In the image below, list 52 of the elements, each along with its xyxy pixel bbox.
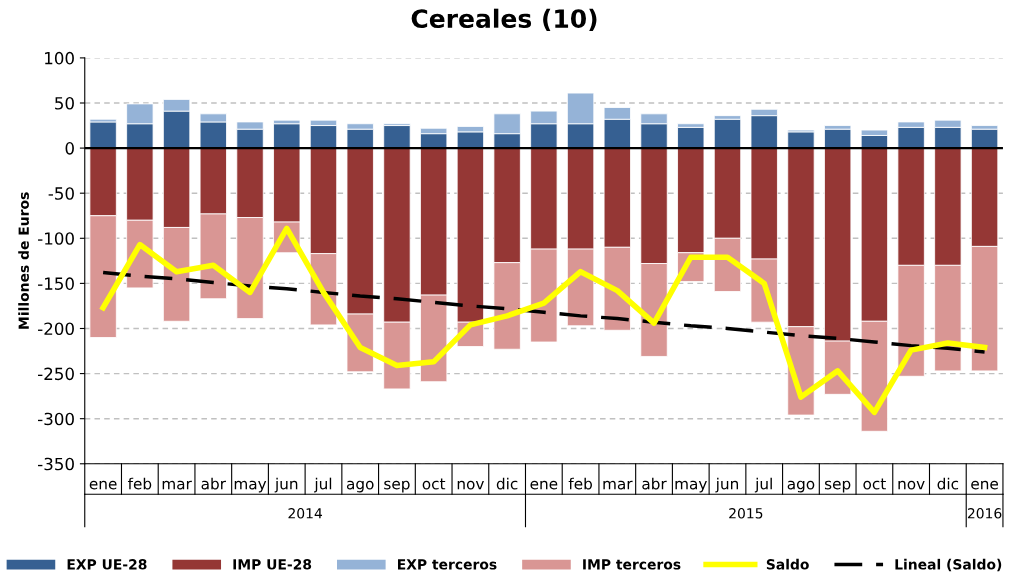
bar <box>273 123 301 149</box>
text: 2016 <box>967 508 1002 519</box>
x-tick-label: abr <box>642 477 667 490</box>
x-tick-label: mar <box>162 480 192 490</box>
y-tick-label: -100 <box>38 232 74 245</box>
x-tick-label: abr <box>201 477 226 490</box>
text: 2014 <box>288 508 323 519</box>
x-tick-label: ene <box>971 480 999 490</box>
x-tick-label: ene <box>530 480 558 490</box>
chart-title: Cereales (10) <box>411 8 597 31</box>
legend-label: EXP terceros <box>398 559 497 570</box>
legend-label: EXP UE-28 <box>67 559 147 570</box>
bar <box>89 121 117 149</box>
x-tick-label: feb <box>127 477 152 490</box>
bar <box>677 126 705 149</box>
line-series <box>101 270 987 354</box>
x-tick-label: sep <box>384 480 410 493</box>
x-tick-label: sep <box>824 480 851 493</box>
legend-label: IMP UE-28 <box>233 559 312 570</box>
y-tick-label: 50 <box>55 96 74 110</box>
y-tick-label: 100 <box>45 51 74 65</box>
y-axis-title: Millones de Euros <box>18 192 29 329</box>
x-tick-label: jul <box>754 477 772 493</box>
y-tick-label: -150 <box>38 277 74 290</box>
bar <box>713 118 742 149</box>
x-tick-label: ago <box>346 480 374 493</box>
x-tick-label: mar <box>603 480 633 490</box>
x-tick-label: jul <box>314 477 332 493</box>
x-tick-label: dic <box>937 477 959 490</box>
text: 2015 <box>729 508 763 519</box>
x-tick-label: may <box>234 480 267 493</box>
x-tick-label: feb <box>568 477 592 490</box>
x-tick-label: jun <box>274 477 298 493</box>
legend-label: Saldo <box>766 558 809 570</box>
bar <box>383 125 411 149</box>
x-tick-label: oct <box>422 478 446 490</box>
y-tick-label: -200 <box>38 322 74 336</box>
x-tick-label: dic <box>496 477 518 490</box>
x-tick-label: ene <box>89 480 117 490</box>
legend-label: IMP terceros <box>583 559 681 570</box>
legend-label: Lineal (Saldo) <box>895 558 1002 572</box>
x-tick-label: nov <box>457 480 484 490</box>
y-tick-label: -250 <box>38 367 74 381</box>
y-tick-label: -300 <box>38 412 74 426</box>
x-tick-label: jun <box>715 477 738 493</box>
x-tick-label: ago <box>787 480 815 493</box>
x-tick-label: oct <box>863 478 886 490</box>
y-tick-label: 0 <box>65 142 74 155</box>
y-tick-label: -350 <box>38 457 74 471</box>
y-tick-label: -50 <box>48 187 74 200</box>
x-tick-label: may <box>675 480 707 493</box>
x-tick-label: nov <box>898 480 925 490</box>
